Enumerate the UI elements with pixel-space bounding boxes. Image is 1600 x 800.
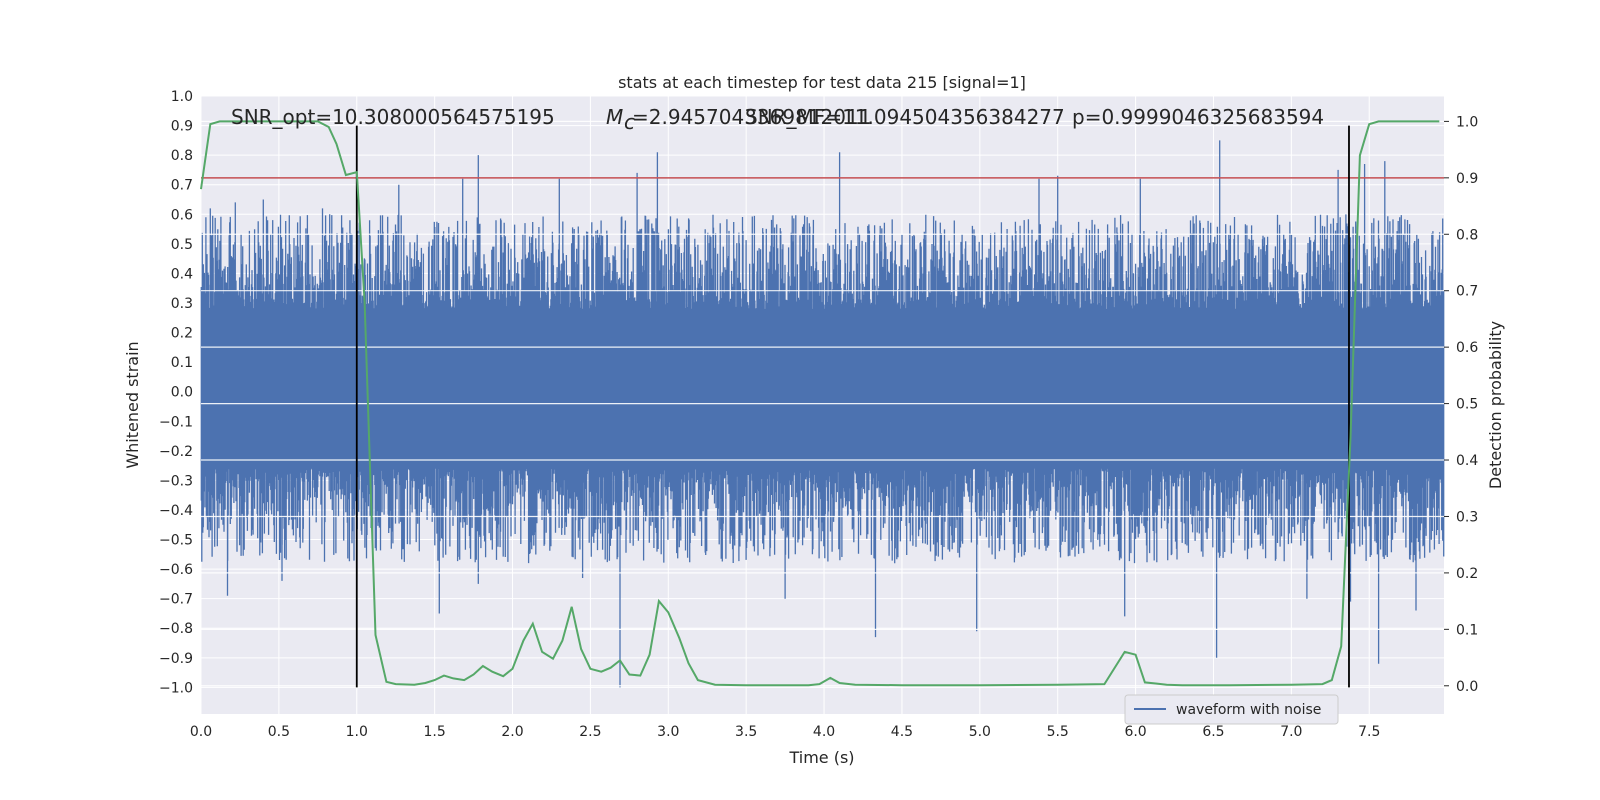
y-left-tick-label: 0.8 xyxy=(171,148,193,164)
annotation-mc: =2.9457043369812011 xyxy=(632,105,871,129)
legend: waveform with noise xyxy=(1124,694,1339,725)
x-tick-label: 1.0 xyxy=(346,724,368,740)
y-right-tick-label: 0.9 xyxy=(1456,171,1478,187)
y-left-tick-label: −1.0 xyxy=(159,680,193,696)
y-left-tick-label: −0.7 xyxy=(159,592,193,608)
y-right-tick-label: 1.0 xyxy=(1456,114,1478,130)
annotation-snr-mf: SNR_MF=11.094504356384277 xyxy=(745,105,1065,129)
y-left-tick-label: −0.8 xyxy=(159,621,193,637)
y-left-tick-label: −0.1 xyxy=(159,414,193,430)
y-right-tick-label: 0.2 xyxy=(1456,566,1478,582)
waveform-series xyxy=(200,140,1445,688)
y-left-tick-label: 0.9 xyxy=(171,119,193,135)
x-tick-label: 1.5 xyxy=(424,724,446,740)
annotation-p-value: p=0.9999046325683594 xyxy=(1072,105,1324,129)
annotation-mc-symbol: M xyxy=(606,105,623,129)
detection-probability-line xyxy=(200,120,1440,687)
x-tick-label: 5.0 xyxy=(969,724,991,740)
x-tick-label: 5.5 xyxy=(1047,724,1069,740)
probability-series xyxy=(200,120,1440,687)
x-tick-label: 0.0 xyxy=(190,724,212,740)
x-axis-label: Time (s) xyxy=(788,748,854,767)
x-tick-label: 3.0 xyxy=(657,724,679,740)
x-tick-label: 2.0 xyxy=(501,724,523,740)
y-left-tick-label: 0.3 xyxy=(171,296,193,312)
y-left-tick-label: −0.9 xyxy=(159,651,193,667)
y-left-tick-label: 0.0 xyxy=(171,385,193,401)
y-left-tick-label: 0.5 xyxy=(171,237,193,253)
y-right-tick-label: 0.6 xyxy=(1456,340,1478,356)
overlay xyxy=(201,120,1444,688)
y-left-tick-label: 0.1 xyxy=(171,355,193,371)
x-tick-label: 6.0 xyxy=(1124,724,1146,740)
y-axis-right-label: Detection probability xyxy=(1486,321,1505,489)
annotation-snr-opt: SNR_opt=10.308000564575195 xyxy=(231,105,555,129)
y-right-tick-label: 0.0 xyxy=(1456,679,1478,695)
waveform-with-noise-line xyxy=(200,140,1445,688)
x-tick-label: 6.5 xyxy=(1202,724,1224,740)
x-tick-label: 7.5 xyxy=(1358,724,1380,740)
x-tick-label: 4.0 xyxy=(813,724,835,740)
y-left-tick-label: 0.7 xyxy=(171,178,193,194)
y-right-tick-label: 0.7 xyxy=(1456,284,1478,300)
legend-box xyxy=(1124,694,1339,725)
y-left-tick-label: −0.5 xyxy=(159,533,193,549)
x-tick-label: 0.5 xyxy=(268,724,290,740)
x-tick-label: 4.5 xyxy=(891,724,913,740)
tick-labels: 0.0 0.5 1.0 1.5 2.0 2.5 3.0 3.5 4.0 4.5 5.0 5.5 6.0 6… xyxy=(159,89,1478,740)
y-right-tick-label: 0.5 xyxy=(1456,397,1478,413)
chart-title: stats at each timestep for test data 215… xyxy=(618,73,1026,92)
y-right-tick-label: 0.8 xyxy=(1456,227,1478,243)
y-left-tick-label: −0.6 xyxy=(159,562,193,578)
y-left-tick-label: 0.2 xyxy=(171,326,193,342)
y-left-tick-label: 1.0 xyxy=(171,89,193,105)
x-tick-label: 2.5 xyxy=(579,724,601,740)
y-left-tick-label: 0.6 xyxy=(171,207,193,223)
x-tick-label: 3.5 xyxy=(735,724,757,740)
annotation-mc-subscript: c xyxy=(624,110,635,134)
y-left-tick-label: 0.4 xyxy=(171,266,193,282)
y-right-tick-label: 0.4 xyxy=(1456,453,1478,469)
y-right-tick-label: 0.1 xyxy=(1456,622,1478,638)
y-left-tick-label: −0.3 xyxy=(159,473,193,489)
y-axis-left-label: Whitened strain xyxy=(123,341,142,468)
legend-label: waveform with noise xyxy=(1176,702,1321,718)
x-tick-label: 7.0 xyxy=(1280,724,1302,740)
y-right-tick-label: 0.3 xyxy=(1456,509,1478,525)
y-left-tick-label: −0.4 xyxy=(159,503,193,519)
y-left-tick-label: −0.2 xyxy=(159,444,193,460)
